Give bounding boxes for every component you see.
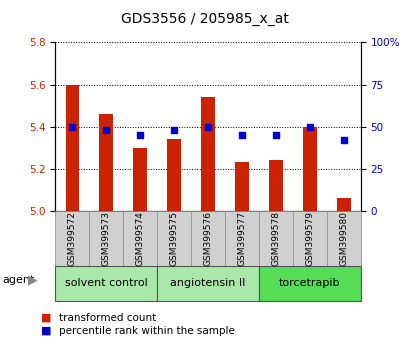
Bar — [65, 85, 79, 211]
Text: GSM399579: GSM399579 — [305, 211, 314, 266]
Text: GSM399573: GSM399573 — [101, 211, 110, 266]
Text: agent: agent — [2, 275, 34, 285]
Bar — [268, 160, 282, 211]
Point — [69, 124, 75, 130]
Bar — [302, 126, 316, 211]
Text: GSM399576: GSM399576 — [203, 211, 212, 266]
Text: angiotensin II: angiotensin II — [170, 278, 245, 288]
Text: torcetrapib: torcetrapib — [279, 278, 340, 288]
Point — [238, 132, 245, 138]
Text: GSM399572: GSM399572 — [67, 211, 76, 266]
Text: GSM399578: GSM399578 — [271, 211, 280, 266]
Text: ■: ■ — [41, 313, 52, 322]
Bar — [99, 114, 113, 211]
Text: ■: ■ — [41, 326, 52, 336]
Point — [340, 137, 346, 143]
Point — [103, 127, 109, 133]
Bar — [235, 162, 248, 211]
Text: percentile rank within the sample: percentile rank within the sample — [59, 326, 235, 336]
Point — [272, 132, 279, 138]
Text: solvent control: solvent control — [65, 278, 147, 288]
Bar — [133, 148, 147, 211]
Point — [204, 124, 211, 130]
Text: GSM399580: GSM399580 — [339, 211, 348, 266]
Point — [171, 127, 177, 133]
Text: GDS3556 / 205985_x_at: GDS3556 / 205985_x_at — [121, 12, 288, 27]
Bar — [167, 139, 180, 211]
Text: GSM399574: GSM399574 — [135, 211, 144, 266]
Point — [137, 132, 143, 138]
Text: transformed count: transformed count — [59, 313, 156, 322]
Text: ▶: ▶ — [28, 273, 37, 286]
Text: GSM399577: GSM399577 — [237, 211, 246, 266]
Bar — [336, 198, 350, 211]
Point — [306, 124, 312, 130]
Text: GSM399575: GSM399575 — [169, 211, 178, 266]
Bar — [201, 97, 214, 211]
